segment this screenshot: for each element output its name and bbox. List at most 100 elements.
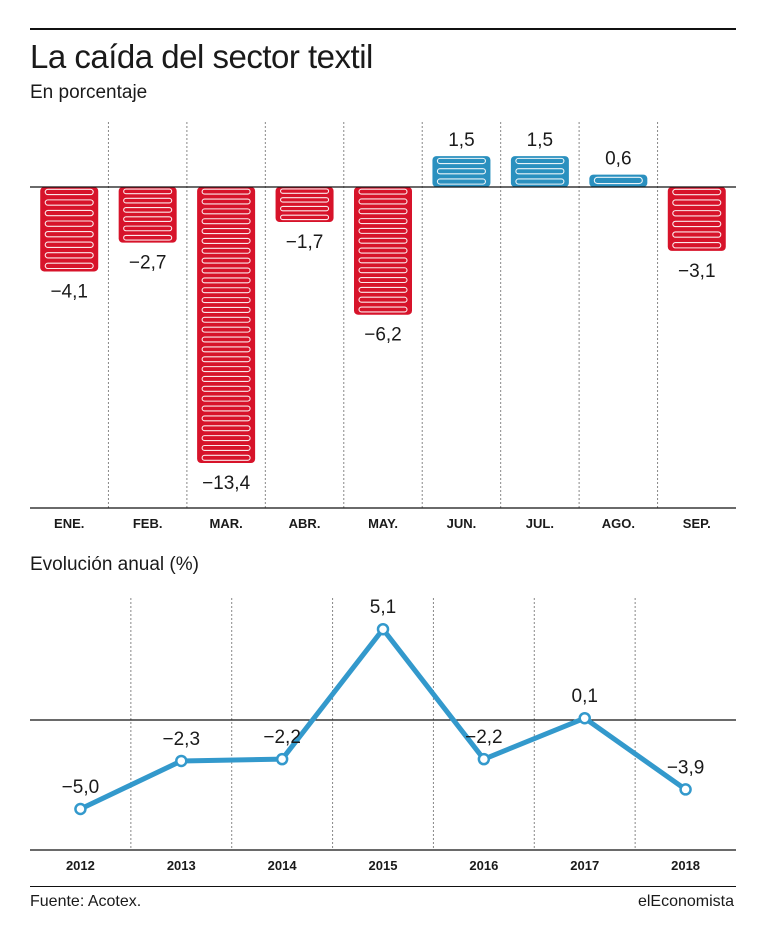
bar-stripe bbox=[201, 188, 251, 195]
year-tick-label: 2016 bbox=[469, 858, 498, 873]
bar-stripe bbox=[672, 220, 722, 228]
bar-stripe bbox=[201, 366, 251, 373]
bar-stripe bbox=[358, 277, 408, 284]
bar-stripe bbox=[201, 425, 251, 432]
point-value-label: −2,2 bbox=[465, 727, 503, 748]
annual-section-title: Evolución anual (%) bbox=[30, 554, 199, 575]
bar bbox=[275, 187, 334, 223]
bar-stripe bbox=[280, 188, 330, 194]
chart-subtitle: En porcentaje bbox=[30, 82, 148, 103]
bar-stripe bbox=[201, 306, 251, 313]
bar-body bbox=[40, 187, 99, 272]
bar-stripe bbox=[358, 247, 408, 254]
bar-stripe bbox=[280, 214, 330, 221]
bar-stripe bbox=[201, 218, 251, 225]
point-value-label: −5,0 bbox=[62, 777, 100, 798]
bar-stripe bbox=[358, 218, 408, 225]
bar-stripe bbox=[201, 415, 251, 422]
bar-stripe bbox=[201, 287, 251, 294]
bar bbox=[40, 187, 99, 272]
bar-stripe bbox=[44, 199, 94, 206]
bar-stripe bbox=[44, 252, 94, 259]
bar-stripe bbox=[672, 231, 722, 238]
chart-title: La caída del sector textil bbox=[30, 38, 373, 75]
bar-stripe bbox=[358, 267, 408, 274]
bar-stripe bbox=[358, 237, 408, 244]
bar bbox=[197, 187, 256, 464]
data-point bbox=[275, 752, 289, 766]
bar-stripe bbox=[123, 207, 173, 213]
bar-stripe bbox=[201, 228, 251, 235]
month-tick-label: FEB. bbox=[133, 516, 163, 531]
year-tick-label: 2013 bbox=[167, 858, 196, 873]
bar-value-label: 0,6 bbox=[605, 149, 631, 170]
bar-stripe bbox=[201, 346, 251, 353]
annual-line-chart: −5,0 2012 −2,3 2013 −2,2 2014 5,1 2015 −2,2 2016 0… bbox=[30, 597, 736, 873]
bar-value-label: 1,5 bbox=[448, 130, 474, 151]
bar bbox=[589, 174, 648, 187]
bar-stripe bbox=[123, 197, 173, 204]
top-rule bbox=[30, 28, 736, 30]
bar-stripe bbox=[201, 336, 251, 343]
bar-stripe bbox=[358, 306, 408, 313]
bar-body bbox=[197, 187, 256, 464]
bar-stripe bbox=[201, 208, 251, 215]
bar-stripe bbox=[123, 225, 173, 232]
year-tick-label: 2017 bbox=[570, 858, 599, 873]
monthly-bar-chart: −4,1 ENE. −2,7 FEB. −13,4 MAR. −1,7 ABR. −6,2 MAY… bbox=[30, 122, 736, 531]
year-tick-label: 2018 bbox=[671, 858, 700, 873]
bar-stripe bbox=[358, 208, 408, 215]
bar bbox=[667, 187, 726, 251]
point-value-label: 0,1 bbox=[572, 686, 598, 707]
bar-stripe bbox=[44, 188, 94, 196]
bar-stripe bbox=[201, 356, 251, 363]
bar-value-label: −1,7 bbox=[286, 232, 324, 253]
bar-stripe bbox=[201, 198, 251, 205]
bar-stripe bbox=[201, 316, 251, 323]
bar-stripe bbox=[672, 242, 722, 249]
bar-stripe bbox=[672, 199, 722, 206]
bar-stripe bbox=[672, 188, 722, 196]
bar bbox=[510, 156, 569, 187]
bar-stripe bbox=[123, 216, 173, 223]
month-tick-label: AGO. bbox=[602, 516, 635, 531]
brand-logo-text: elEconomista bbox=[637, 893, 734, 910]
data-point bbox=[679, 783, 692, 796]
bar-stripe bbox=[201, 257, 251, 264]
bar-stripe bbox=[201, 277, 251, 284]
bar bbox=[354, 187, 412, 315]
point-value-label: −3,9 bbox=[667, 757, 705, 778]
bar-stripe bbox=[123, 234, 173, 241]
bar-stripe bbox=[201, 405, 251, 412]
bar-body bbox=[275, 187, 334, 223]
data-point bbox=[578, 711, 591, 725]
month-tick-label: JUL. bbox=[526, 516, 554, 531]
month-tick-label: ABR. bbox=[289, 516, 321, 531]
bar-stripe bbox=[123, 188, 173, 195]
bar-stripe bbox=[201, 395, 251, 402]
bar-stripe bbox=[44, 262, 94, 270]
bar-value-label: −13,4 bbox=[202, 473, 251, 494]
bar-stripe bbox=[358, 198, 408, 205]
bar-stripe bbox=[358, 227, 408, 234]
bar-stripe bbox=[515, 178, 565, 185]
bar-stripe bbox=[436, 168, 486, 175]
bar-stripe bbox=[201, 454, 251, 461]
bar-stripe bbox=[358, 188, 408, 195]
bar-stripe bbox=[44, 209, 94, 217]
month-tick-label: ENE. bbox=[54, 516, 84, 531]
series-line bbox=[77, 626, 689, 812]
bar-value-label: −6,2 bbox=[364, 325, 402, 346]
bar-stripe bbox=[201, 297, 251, 304]
data-point bbox=[74, 802, 87, 816]
bar-stripe bbox=[201, 237, 251, 244]
bar bbox=[118, 187, 177, 243]
bar-stripe bbox=[44, 220, 94, 227]
data-point bbox=[175, 754, 188, 768]
bar-stripe bbox=[280, 205, 330, 212]
data-point bbox=[376, 622, 390, 636]
year-tick-label: 2015 bbox=[369, 858, 398, 873]
month-tick-label: MAY. bbox=[368, 516, 398, 531]
month-tick-label: MAR. bbox=[210, 516, 243, 531]
bar-body bbox=[667, 187, 726, 251]
